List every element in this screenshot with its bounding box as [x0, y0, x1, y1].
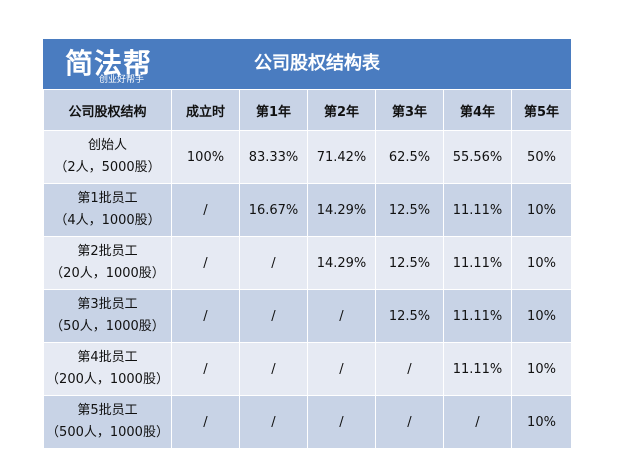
row-label-name: 第3批员工: [77, 297, 138, 312]
column-header: 第2年: [307, 89, 376, 131]
column-header: 第4年: [443, 89, 512, 131]
table-cell: /: [307, 289, 376, 343]
table-cell: /: [171, 236, 240, 290]
table-cell: /: [239, 342, 308, 396]
table-cell: 11.11%: [443, 289, 512, 343]
table-cell: /: [239, 289, 308, 343]
table-cell: 55.56%: [443, 130, 512, 184]
column-header: 公司股权结构: [43, 89, 172, 131]
row-label-detail: （50人，1000股）: [50, 319, 165, 334]
row-label: 第5批员工 （500人，1000股）: [43, 395, 172, 449]
table-cell: 100%: [171, 130, 240, 184]
equity-table: 公司股权结构 成立时 第1年 第2年 第3年 第4年 第5年 创始人 （2人，5…: [43, 89, 572, 449]
table-cell: 14.29%: [307, 183, 376, 237]
table-row: 创始人 （2人，5000股） 100% 83.33% 71.42% 62.5% …: [43, 130, 572, 184]
table-cell: 50%: [511, 130, 572, 184]
table-cell: 10%: [511, 395, 572, 449]
row-label-detail: （4人，1000股）: [54, 213, 161, 228]
logo-text: 简法帮: [65, 47, 153, 80]
table-cell: 12.5%: [375, 236, 444, 290]
row-label: 第2批员工 （20人，1000股）: [43, 236, 172, 290]
table-cell: 12.5%: [375, 289, 444, 343]
row-label-name: 第4批员工: [77, 350, 138, 365]
table-cell: /: [375, 342, 444, 396]
table-row: 第4批员工 （200人，1000股） / / / / 11.11% 10%: [43, 342, 572, 396]
table-cell: 11.11%: [443, 183, 512, 237]
row-label-name: 创始人: [87, 138, 127, 153]
table-header-row: 公司股权结构 成立时 第1年 第2年 第3年 第4年 第5年: [43, 89, 572, 131]
row-label-name: 第5批员工: [77, 403, 138, 418]
column-header: 第3年: [375, 89, 444, 131]
table-cell: 10%: [511, 236, 572, 290]
column-header: 成立时: [171, 89, 240, 131]
logo: 简法帮 创业好帮手: [65, 44, 153, 86]
table-cell: 71.42%: [307, 130, 376, 184]
table-cell: /: [239, 395, 308, 449]
table-cell: 83.33%: [239, 130, 308, 184]
table-row: 第5批员工 （500人，1000股） / / / / / 10%: [43, 395, 572, 449]
table-cell: 14.29%: [307, 236, 376, 290]
table-cell: /: [171, 183, 240, 237]
row-label-name: 第1批员工: [77, 191, 138, 206]
page-title: 公司股权结构表: [254, 53, 380, 74]
row-label: 创始人 （2人，5000股）: [43, 130, 172, 184]
row-label-name: 第2批员工: [77, 244, 138, 259]
row-label: 第4批员工 （200人，1000股）: [43, 342, 172, 396]
row-label: 第1批员工 （4人，1000股）: [43, 183, 172, 237]
table-row: 第2批员工 （20人，1000股） / / 14.29% 12.5% 11.11…: [43, 236, 572, 290]
row-label-detail: （2人，5000股）: [54, 160, 161, 175]
table-cell: /: [171, 342, 240, 396]
table-row: 第3批员工 （50人，1000股） / / / 12.5% 11.11% 10%: [43, 289, 572, 343]
table-cell: 16.67%: [239, 183, 308, 237]
table-cell: /: [239, 236, 308, 290]
logo-tagline: 创业好帮手: [99, 75, 145, 85]
table-cell: 62.5%: [375, 130, 444, 184]
row-label-detail: （500人，1000股）: [46, 425, 169, 440]
table-cell: 11.11%: [443, 342, 512, 396]
table-cell: 12.5%: [375, 183, 444, 237]
row-label-detail: （20人，1000股）: [50, 266, 165, 281]
table-cell: 11.11%: [443, 236, 512, 290]
table-header-bar: 简法帮 创业好帮手 公司股权结构表: [43, 39, 571, 89]
table-cell: 10%: [511, 289, 572, 343]
row-label-detail: （200人，1000股）: [46, 372, 169, 387]
table-cell: /: [375, 395, 444, 449]
table-row: 第1批员工 （4人，1000股） / 16.67% 14.29% 12.5% 1…: [43, 183, 572, 237]
table-cell: /: [307, 342, 376, 396]
table-cell: 10%: [511, 183, 572, 237]
table-cell: 10%: [511, 342, 572, 396]
row-label: 第3批员工 （50人，1000股）: [43, 289, 172, 343]
column-header: 第5年: [511, 89, 572, 131]
table-cell: /: [171, 395, 240, 449]
table-cell: /: [171, 289, 240, 343]
table-cell: /: [443, 395, 512, 449]
table-cell: /: [307, 395, 376, 449]
column-header: 第1年: [239, 89, 308, 131]
